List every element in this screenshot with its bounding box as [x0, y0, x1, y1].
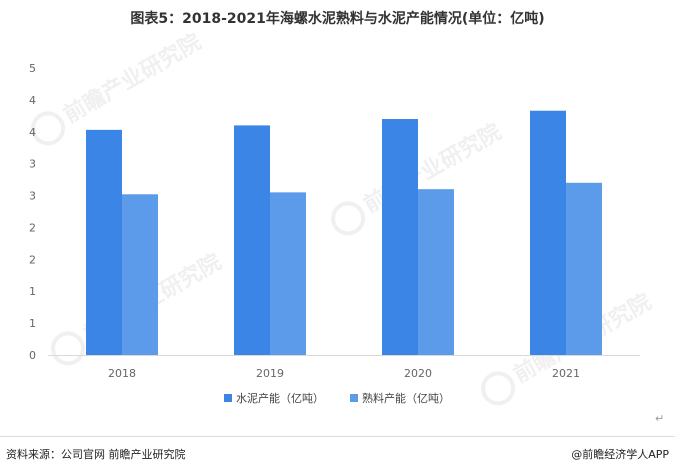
- bar-clinker: [418, 189, 454, 355]
- y-tick-label: 1: [29, 285, 36, 298]
- y-tick-label: 4: [29, 126, 36, 139]
- x-tick-label: 2018: [108, 367, 136, 380]
- legend-entry: 水泥产能（亿吨）: [236, 391, 324, 405]
- y-tick-label: 2: [29, 221, 36, 234]
- y-tick-label: 2: [29, 253, 36, 266]
- y-tick-label: 3: [29, 190, 36, 203]
- x-tick-label: 2021: [552, 367, 580, 380]
- bar-cement: [234, 125, 270, 356]
- return-mark: ↵: [655, 412, 665, 425]
- bar-clinker: [566, 182, 602, 355]
- legend-entry: 熟料产能（亿吨）: [362, 391, 450, 405]
- chart-title: 图表5：2018-2021年海螺水泥熟料与水泥产能情况(单位：亿吨): [130, 11, 545, 27]
- brand-label: @前瞻经济学人APP: [571, 448, 669, 461]
- x-tick-label: 2020: [404, 367, 432, 380]
- y-tick-label: 5: [29, 62, 36, 75]
- legend-swatch: [224, 394, 232, 402]
- y-tick-label: 4: [29, 94, 36, 107]
- bar-cement: [530, 110, 566, 355]
- bar-chart: 0 1 1 2 2 3 3 4 4 5 2018 2019 2020 2021 水泥产能（亿吨） 熟料产能（亿…: [29, 62, 640, 405]
- x-tick-label: 2019: [256, 367, 284, 380]
- y-tick-label: 0: [29, 349, 36, 362]
- legend-swatch: [350, 394, 358, 402]
- bar-clinker: [122, 194, 158, 355]
- footer: 资料来源：公司官网 前瞻产业研究院 @前瞻经济学人APP: [0, 436, 675, 470]
- y-tick-label: 1: [29, 317, 36, 330]
- bar-cement: [86, 129, 122, 355]
- bar-clinker: [270, 192, 306, 355]
- source-note: 资料来源：公司官网 前瞻产业研究院: [6, 448, 186, 461]
- y-tick-label: 3: [29, 158, 36, 171]
- bar-cement: [382, 119, 418, 356]
